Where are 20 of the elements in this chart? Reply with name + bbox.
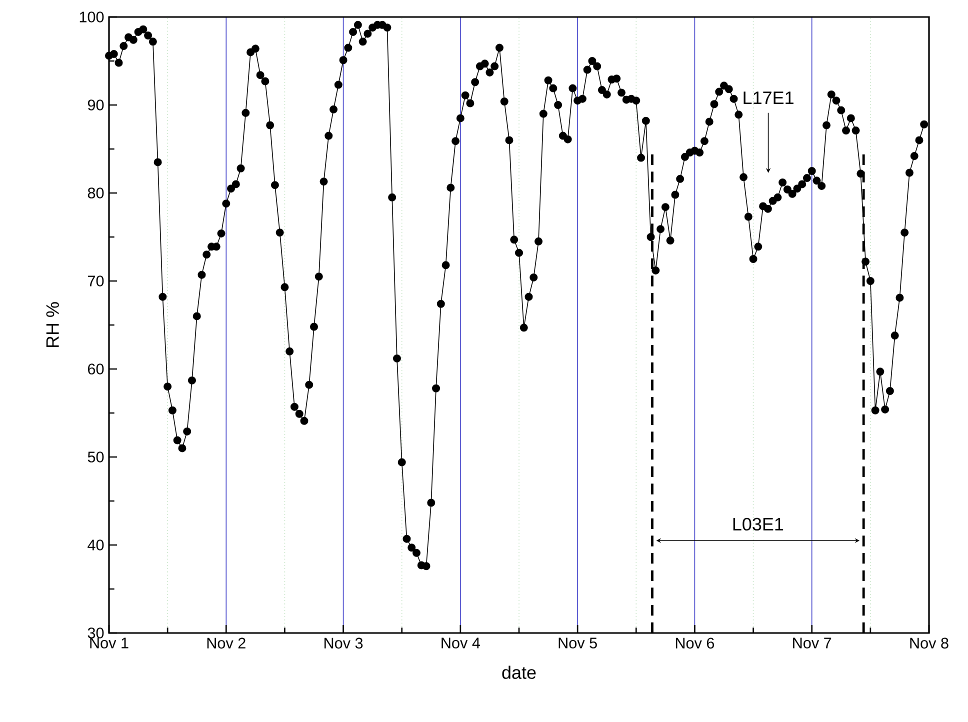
y-tick-label: 80 [88, 188, 104, 198]
y-tick-label: 70 [88, 276, 104, 286]
x-tick-label: Nov 2 [207, 638, 246, 649]
y-tick-label: 100 [80, 12, 104, 22]
y-tick-label: 60 [88, 364, 104, 374]
x-tick-label: Nov 8 [910, 638, 948, 649]
y-tick-label: 50 [88, 452, 104, 462]
x-tick-label: Nov 7 [793, 638, 832, 648]
x-tick-label: Nov 4 [442, 638, 480, 648]
annotation: L17E1 [744, 92, 794, 104]
x-tick-label: Nov 3 [324, 638, 363, 649]
x-tick-label: Nov 1 [90, 638, 128, 648]
y-tick-label: 90 [88, 100, 104, 110]
x-tick-label: Nov 5 [558, 638, 597, 648]
y-tick-label: 40 [88, 540, 104, 550]
y-axis-title: RH % [46, 302, 59, 348]
annotation: L03E1 [733, 518, 784, 531]
x-tick-label: Nov 6 [676, 638, 714, 649]
x-axis-title: date [502, 666, 536, 679]
y-tick-label: 30 [88, 628, 104, 638]
